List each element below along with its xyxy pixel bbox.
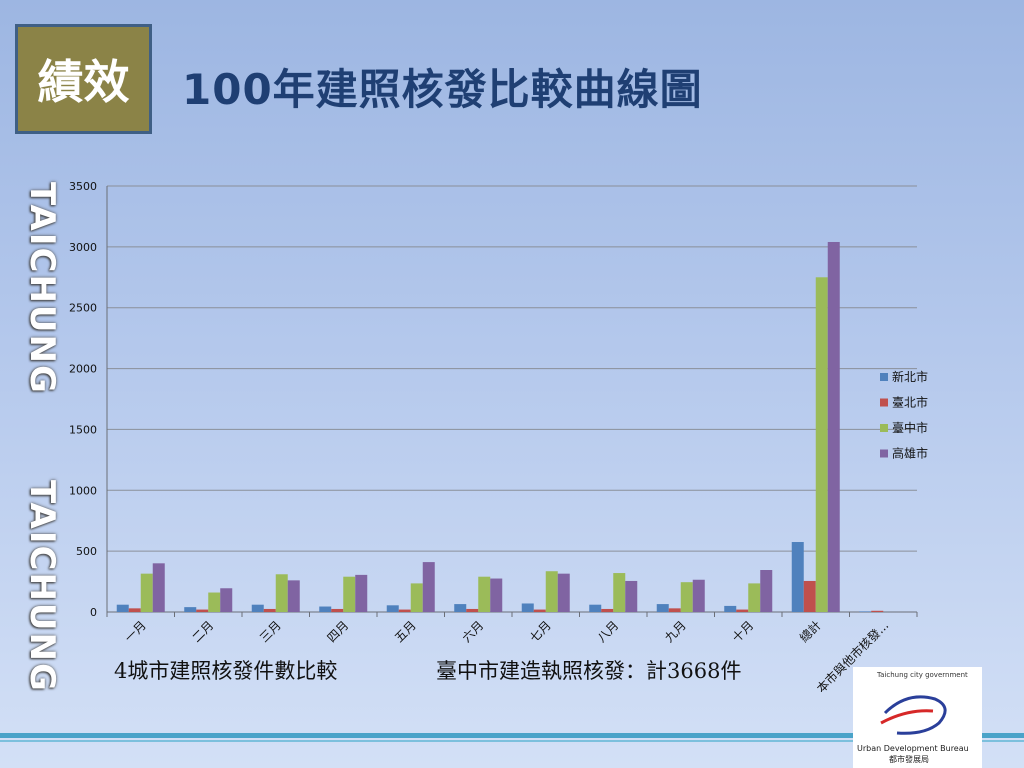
bar-臺中市-六月 (478, 576, 491, 612)
bar-臺北市-三月 (263, 608, 276, 612)
bar-臺北市-總計 (803, 580, 816, 612)
bar-臺北市-本市與他市核發... (871, 610, 884, 612)
bar-臺中市-七月 (545, 571, 558, 612)
y-tick-label: 1500 (69, 423, 97, 436)
y-tick-label: 500 (76, 545, 97, 558)
legend-label: 臺中市 (892, 420, 928, 435)
bar-臺中市-二月 (208, 592, 221, 612)
x-tick-label: 九月 (662, 618, 689, 645)
bar-新北市-五月 (386, 605, 399, 612)
bar-新北市-三月 (251, 604, 264, 612)
bar-臺北市-四月 (331, 608, 344, 612)
bar-臺中市-三月 (275, 574, 288, 612)
bar-新北市-總計 (791, 542, 804, 612)
y-tick-label: 3000 (69, 241, 97, 254)
bar-新北市-七月 (521, 603, 534, 612)
bar-高雄市-五月 (422, 562, 435, 612)
bar-臺北市-九月 (668, 608, 681, 612)
y-tick-label: 2000 (69, 363, 97, 376)
legend-label: 高雄市 (892, 446, 928, 461)
x-tick-label: 八月 (594, 618, 621, 645)
section-badge: 績效 (15, 24, 152, 134)
bar-高雄市-九月 (692, 579, 705, 612)
bureau-logo: Taichung city government Urban Developme… (853, 667, 982, 768)
bar-臺北市-十月 (736, 609, 749, 612)
bar-高雄市-四月 (355, 574, 368, 612)
bar-高雄市-一月 (152, 563, 165, 612)
bar-臺北市-八月 (601, 608, 614, 612)
x-tick-label: 三月 (257, 618, 284, 645)
y-tick-label: 3500 (69, 180, 97, 193)
legend-swatch (880, 373, 888, 381)
bar-臺中市-五月 (410, 583, 423, 612)
x-tick-label: 七月 (527, 618, 554, 645)
bar-新北市-六月 (454, 604, 467, 612)
slide-title: 100年建照核發比較曲線圖 (182, 65, 703, 114)
bar-高雄市-六月 (490, 578, 503, 612)
logo-bureau-name-zh: 都市發展局 (889, 755, 929, 764)
bar-臺北市-六月 (466, 608, 479, 612)
bar-臺北市-二月 (196, 609, 209, 612)
bar-高雄市-總計 (827, 241, 840, 612)
x-tick-label: 二月 (189, 618, 216, 645)
legend-swatch (880, 449, 888, 458)
y-tick-label: 0 (90, 606, 97, 619)
bar-臺北市-五月 (398, 609, 411, 612)
bar-臺中市-九月 (680, 582, 693, 612)
bar-新北市-本市與他市核發... (859, 611, 872, 612)
legend-label: 臺北市 (892, 395, 928, 410)
bar-臺北市-一月 (128, 608, 141, 612)
bar-新北市-十月 (724, 605, 737, 612)
legend-swatch (880, 398, 888, 407)
x-tick-label: 總計 (796, 618, 824, 646)
bar-臺中市-八月 (613, 573, 626, 612)
bar-臺中市-四月 (343, 576, 356, 612)
legend-label: 新北市 (892, 369, 928, 384)
bar-新北市-八月 (589, 604, 602, 612)
bar-新北市-二月 (184, 607, 197, 612)
logo-bureau-name: Urban Development Bureau (857, 744, 969, 753)
footer-line (0, 733, 1024, 738)
legend-swatch (880, 424, 888, 432)
footer-line-thin (0, 740, 1024, 742)
bar-臺中市-一月 (140, 573, 153, 612)
x-tick-label: 一月 (122, 618, 149, 645)
x-tick-label: 十月 (729, 618, 756, 645)
x-tick-label: 五月 (392, 618, 419, 645)
logo-swoosh-icon (880, 695, 947, 735)
bar-新北市-四月 (319, 606, 332, 612)
bar-高雄市-二月 (220, 588, 233, 612)
bar-新北市-九月 (656, 604, 669, 612)
bar-臺中市-總計 (815, 277, 828, 612)
badge-text: 績效 (37, 55, 130, 109)
bar-高雄市-八月 (625, 580, 638, 612)
bar-臺北市-七月 (533, 609, 546, 612)
bar-高雄市-七月 (557, 573, 570, 612)
bar-高雄市-十月 (760, 570, 773, 612)
bar-新北市-一月 (116, 604, 129, 612)
bar-臺中市-十月 (748, 583, 761, 612)
caption-left: 4城市建照核發件數比較 (114, 659, 338, 683)
caption-right: 臺中市建造執照核發：計3668件 (436, 659, 742, 683)
y-tick-label: 1000 (69, 484, 97, 497)
logo-top-text: Taichung city government (877, 671, 968, 679)
y-tick-label: 2500 (69, 302, 97, 315)
bar-高雄市-三月 (287, 580, 300, 612)
x-tick-label: 四月 (324, 618, 351, 645)
x-tick-label: 六月 (459, 618, 486, 645)
